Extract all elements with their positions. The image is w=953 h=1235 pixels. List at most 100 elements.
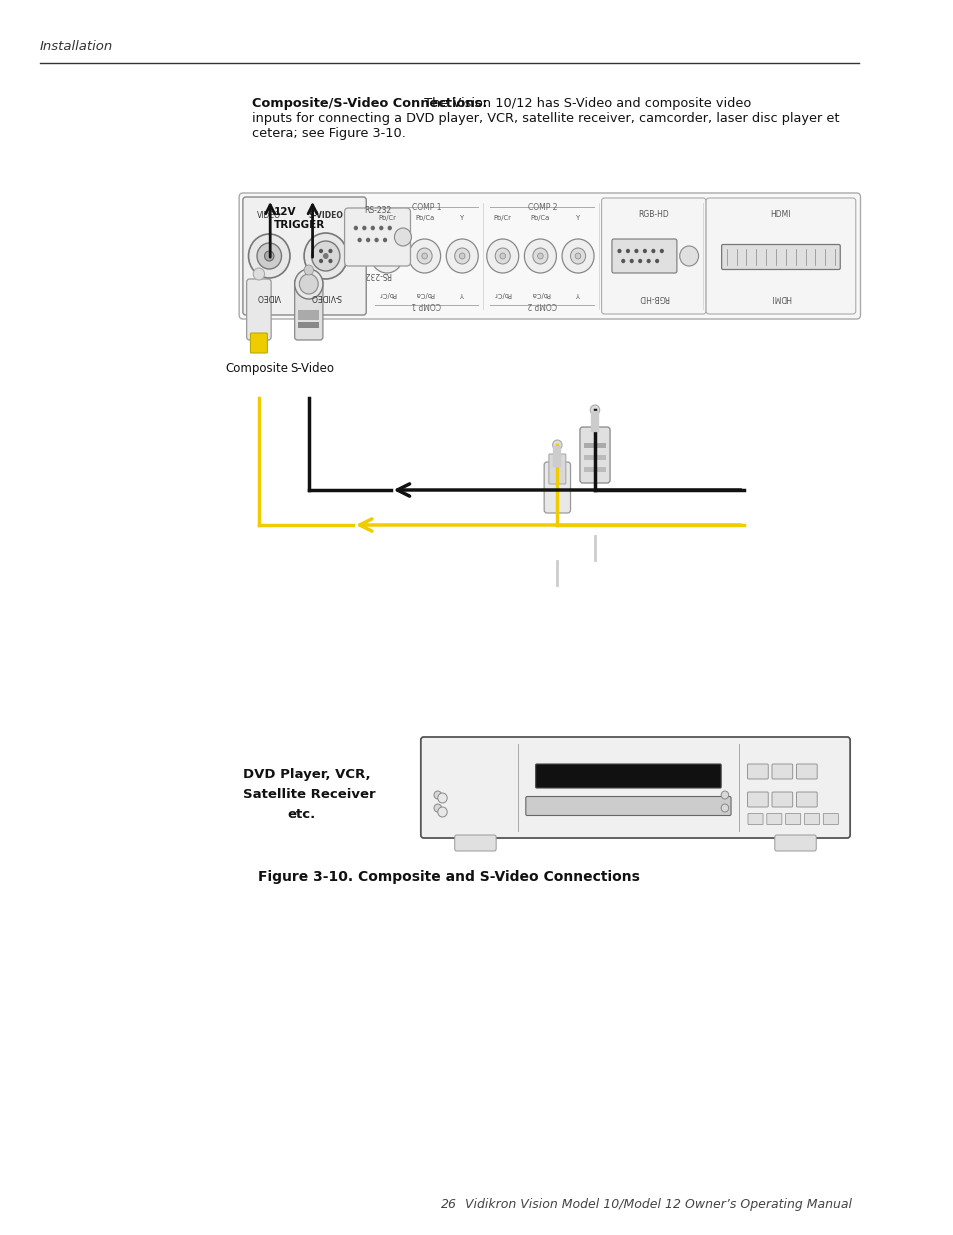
Text: Pb/Ca: Pb/Ca [530, 291, 550, 296]
FancyBboxPatch shape [583, 467, 606, 472]
Text: RS-232: RS-232 [363, 206, 391, 215]
Text: Pb/Cr: Pb/Cr [494, 215, 511, 221]
Circle shape [552, 440, 561, 450]
Circle shape [299, 274, 318, 294]
Text: etc.: etc. [287, 808, 315, 821]
Circle shape [524, 240, 556, 273]
Text: Figure 3-10. Composite and S-Video Connections: Figure 3-10. Composite and S-Video Conne… [258, 869, 639, 884]
Circle shape [620, 259, 624, 263]
Circle shape [499, 253, 505, 259]
Circle shape [253, 268, 264, 280]
Text: RGB-HD: RGB-HD [638, 293, 668, 303]
FancyBboxPatch shape [611, 240, 677, 273]
Circle shape [264, 251, 274, 261]
Circle shape [437, 793, 447, 803]
Text: COMP 2: COMP 2 [527, 300, 557, 309]
Text: Vidikron Vision Model 10/Model 12 Owner’s Operating Manual: Vidikron Vision Model 10/Model 12 Owner’… [464, 1198, 851, 1212]
FancyBboxPatch shape [298, 322, 319, 329]
Circle shape [495, 248, 510, 264]
Circle shape [387, 226, 392, 230]
Circle shape [362, 226, 366, 230]
Circle shape [294, 269, 322, 299]
FancyBboxPatch shape [298, 310, 319, 320]
Circle shape [646, 259, 650, 263]
Text: Pb/Ca: Pb/Ca [530, 215, 550, 221]
Text: COMP 1: COMP 1 [412, 300, 441, 309]
Circle shape [256, 243, 281, 269]
Circle shape [655, 259, 659, 263]
FancyBboxPatch shape [239, 193, 860, 319]
Text: cetera; see Figure 3-10.: cetera; see Figure 3-10. [252, 127, 406, 140]
FancyBboxPatch shape [785, 814, 800, 825]
Circle shape [382, 237, 387, 242]
FancyBboxPatch shape [774, 835, 816, 851]
Text: DVD Player, VCR,: DVD Player, VCR, [243, 768, 370, 781]
Text: 26: 26 [440, 1198, 456, 1212]
FancyBboxPatch shape [771, 764, 792, 779]
Circle shape [328, 259, 333, 263]
Text: VIDEO: VIDEO [257, 291, 281, 301]
Circle shape [459, 253, 465, 259]
Circle shape [537, 253, 542, 259]
Circle shape [446, 240, 477, 273]
Circle shape [318, 248, 323, 253]
FancyBboxPatch shape [251, 333, 267, 353]
Circle shape [379, 248, 394, 264]
Text: inputs for connecting a DVD player, VCR, satellite receiver, camcorder, laser di: inputs for connecting a DVD player, VCR,… [252, 112, 839, 125]
FancyBboxPatch shape [796, 764, 817, 779]
Circle shape [437, 806, 447, 818]
Circle shape [304, 266, 314, 275]
Circle shape [371, 240, 402, 273]
Text: COMP 2: COMP 2 [527, 203, 557, 212]
FancyBboxPatch shape [243, 198, 366, 315]
Circle shape [366, 237, 370, 242]
FancyBboxPatch shape [583, 454, 606, 459]
Circle shape [617, 248, 621, 253]
Circle shape [634, 248, 638, 253]
Text: Pb/Ca: Pb/Ca [415, 215, 434, 221]
Circle shape [378, 226, 383, 230]
Circle shape [533, 248, 547, 264]
Text: HDMI: HDMI [770, 293, 790, 303]
Text: Pb/Ca: Pb/Ca [415, 291, 434, 296]
Circle shape [408, 240, 440, 273]
Text: RGB-HD: RGB-HD [638, 210, 668, 219]
Text: HDMI: HDMI [770, 210, 790, 219]
Text: The Vision 10/12 has S-Video and composite video: The Vision 10/12 has S-Video and composi… [419, 98, 750, 110]
Text: Composite: Composite [225, 362, 288, 375]
FancyBboxPatch shape [720, 245, 840, 269]
Circle shape [720, 804, 728, 811]
FancyBboxPatch shape [455, 835, 496, 851]
FancyBboxPatch shape [420, 737, 849, 839]
Circle shape [651, 248, 655, 253]
Circle shape [312, 241, 339, 270]
Circle shape [318, 259, 323, 263]
Circle shape [374, 237, 378, 242]
Circle shape [328, 248, 333, 253]
Text: S-VIDEO: S-VIDEO [310, 291, 341, 301]
FancyBboxPatch shape [536, 764, 720, 788]
Circle shape [416, 248, 432, 264]
Circle shape [590, 405, 599, 415]
FancyBboxPatch shape [294, 279, 322, 340]
Text: TRIGGER: TRIGGER [274, 220, 325, 230]
Text: S-Video: S-Video [291, 362, 335, 375]
Text: RS-232: RS-232 [363, 270, 391, 279]
Text: Composite/S-Video Connections:: Composite/S-Video Connections: [252, 98, 487, 110]
FancyBboxPatch shape [579, 427, 609, 483]
FancyBboxPatch shape [747, 814, 762, 825]
Circle shape [371, 226, 375, 230]
Circle shape [434, 804, 441, 811]
FancyBboxPatch shape [771, 792, 792, 806]
Text: VIDEO: VIDEO [257, 211, 281, 220]
Circle shape [249, 233, 290, 278]
FancyBboxPatch shape [583, 443, 606, 448]
Circle shape [394, 228, 411, 246]
FancyBboxPatch shape [705, 198, 855, 314]
Circle shape [720, 790, 728, 799]
Text: Pb/Cr: Pb/Cr [377, 291, 395, 296]
Text: Y: Y [576, 215, 579, 221]
Circle shape [357, 237, 361, 242]
Circle shape [322, 253, 328, 259]
Text: Installation: Installation [39, 40, 112, 53]
